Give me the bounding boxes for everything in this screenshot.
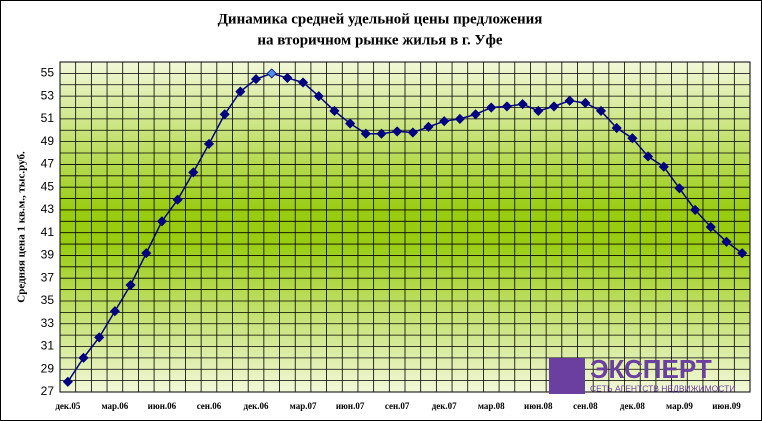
data-point (595, 105, 607, 116)
data-point (470, 109, 481, 120)
data-point (266, 68, 277, 79)
x-tick-label: сен.06 (197, 401, 222, 411)
x-tick-label: мар.08 (478, 401, 505, 411)
logo-icon (549, 358, 585, 394)
data-point (392, 126, 403, 137)
y-tick-label: 37 (41, 270, 55, 284)
data-point (737, 248, 748, 259)
data-point (580, 97, 591, 109)
data-point (690, 204, 701, 215)
data-point (345, 118, 356, 129)
x-tick-label: мар.06 (101, 401, 128, 411)
y-tick-label: 45 (41, 179, 55, 193)
y-tick-label: 31 (41, 339, 55, 353)
y-tick-label: 41 (41, 225, 55, 239)
x-tick-label: июн.08 (524, 401, 553, 411)
data-point (611, 122, 622, 134)
y-tick-label: 35 (41, 293, 55, 307)
y-tick-label: 27 (41, 384, 55, 398)
data-point (94, 332, 105, 343)
y-tick-label: 33 (41, 316, 55, 330)
data-point (627, 133, 638, 144)
chart-title: Динамика средней удельной цены предложен… (218, 11, 543, 27)
logo: ЭКСПЕРТ СЕТЬ АГЕНТСТВ НЕДВИЖИМОСТИ (549, 354, 735, 394)
x-tick-label: дек.08 (620, 401, 645, 411)
data-point (298, 77, 309, 88)
data-point (203, 138, 215, 149)
data-point (329, 105, 340, 116)
x-tick-label: мар.07 (290, 401, 317, 411)
data-point (360, 128, 371, 139)
data-point (172, 194, 183, 205)
x-tick-label: июн.09 (712, 401, 741, 411)
y-tick-label: 53 (41, 88, 55, 102)
y-tick-label: 39 (41, 248, 55, 262)
logo-name: ЭКСПЕРТ (590, 354, 712, 384)
x-tick-label: дек.06 (244, 401, 269, 411)
y-tick-label: 29 (41, 361, 55, 375)
x-tick-label: дек.07 (432, 401, 457, 411)
data-point (721, 236, 732, 247)
data-point (282, 72, 293, 83)
data-point (674, 183, 685, 194)
data-point (376, 128, 387, 139)
x-tick-label: мар.09 (666, 401, 693, 411)
plot-border (59, 61, 751, 393)
y-tick-label: 55 (41, 66, 55, 80)
y-tick-label: 51 (41, 111, 55, 125)
y-tick-label: 47 (41, 157, 55, 171)
data-point (454, 113, 465, 124)
data-point (501, 101, 512, 112)
data-point (407, 127, 418, 138)
data-point (705, 221, 716, 233)
chart-title: на вторичном рынке жилья в г. Уфе (257, 32, 503, 48)
data-point (62, 376, 73, 387)
y-axis-label: Средняя цена 1 кв.м., тыс.руб. (16, 151, 28, 303)
data-point (423, 121, 434, 132)
y-tick-label: 43 (41, 202, 55, 216)
y-tick-label: 49 (41, 134, 55, 148)
data-point (109, 306, 120, 317)
data-point (188, 167, 199, 178)
data-point (564, 95, 575, 106)
x-tick-label: сен.07 (385, 401, 410, 411)
data-point (439, 116, 450, 127)
data-point (517, 99, 528, 110)
x-tick-label: июн.07 (336, 401, 365, 411)
data-point (219, 109, 230, 120)
data-point (156, 216, 167, 227)
data-point (643, 151, 654, 162)
x-tick-label: июн.06 (148, 401, 177, 411)
data-point (141, 248, 152, 259)
data-point (533, 105, 544, 116)
x-tick-label: дек.05 (55, 401, 80, 411)
data-point (486, 102, 497, 113)
data-point (250, 74, 262, 85)
data-point (78, 352, 89, 363)
data-point (313, 91, 324, 102)
data-point (658, 161, 669, 172)
data-point (548, 101, 560, 112)
grid (59, 62, 751, 393)
data-point (125, 279, 136, 291)
x-tick-label: сен.08 (573, 401, 598, 411)
logo-tagline: СЕТЬ АГЕНТСТВ НЕДВИЖИМОСТИ (590, 383, 735, 393)
data-point (235, 86, 246, 97)
